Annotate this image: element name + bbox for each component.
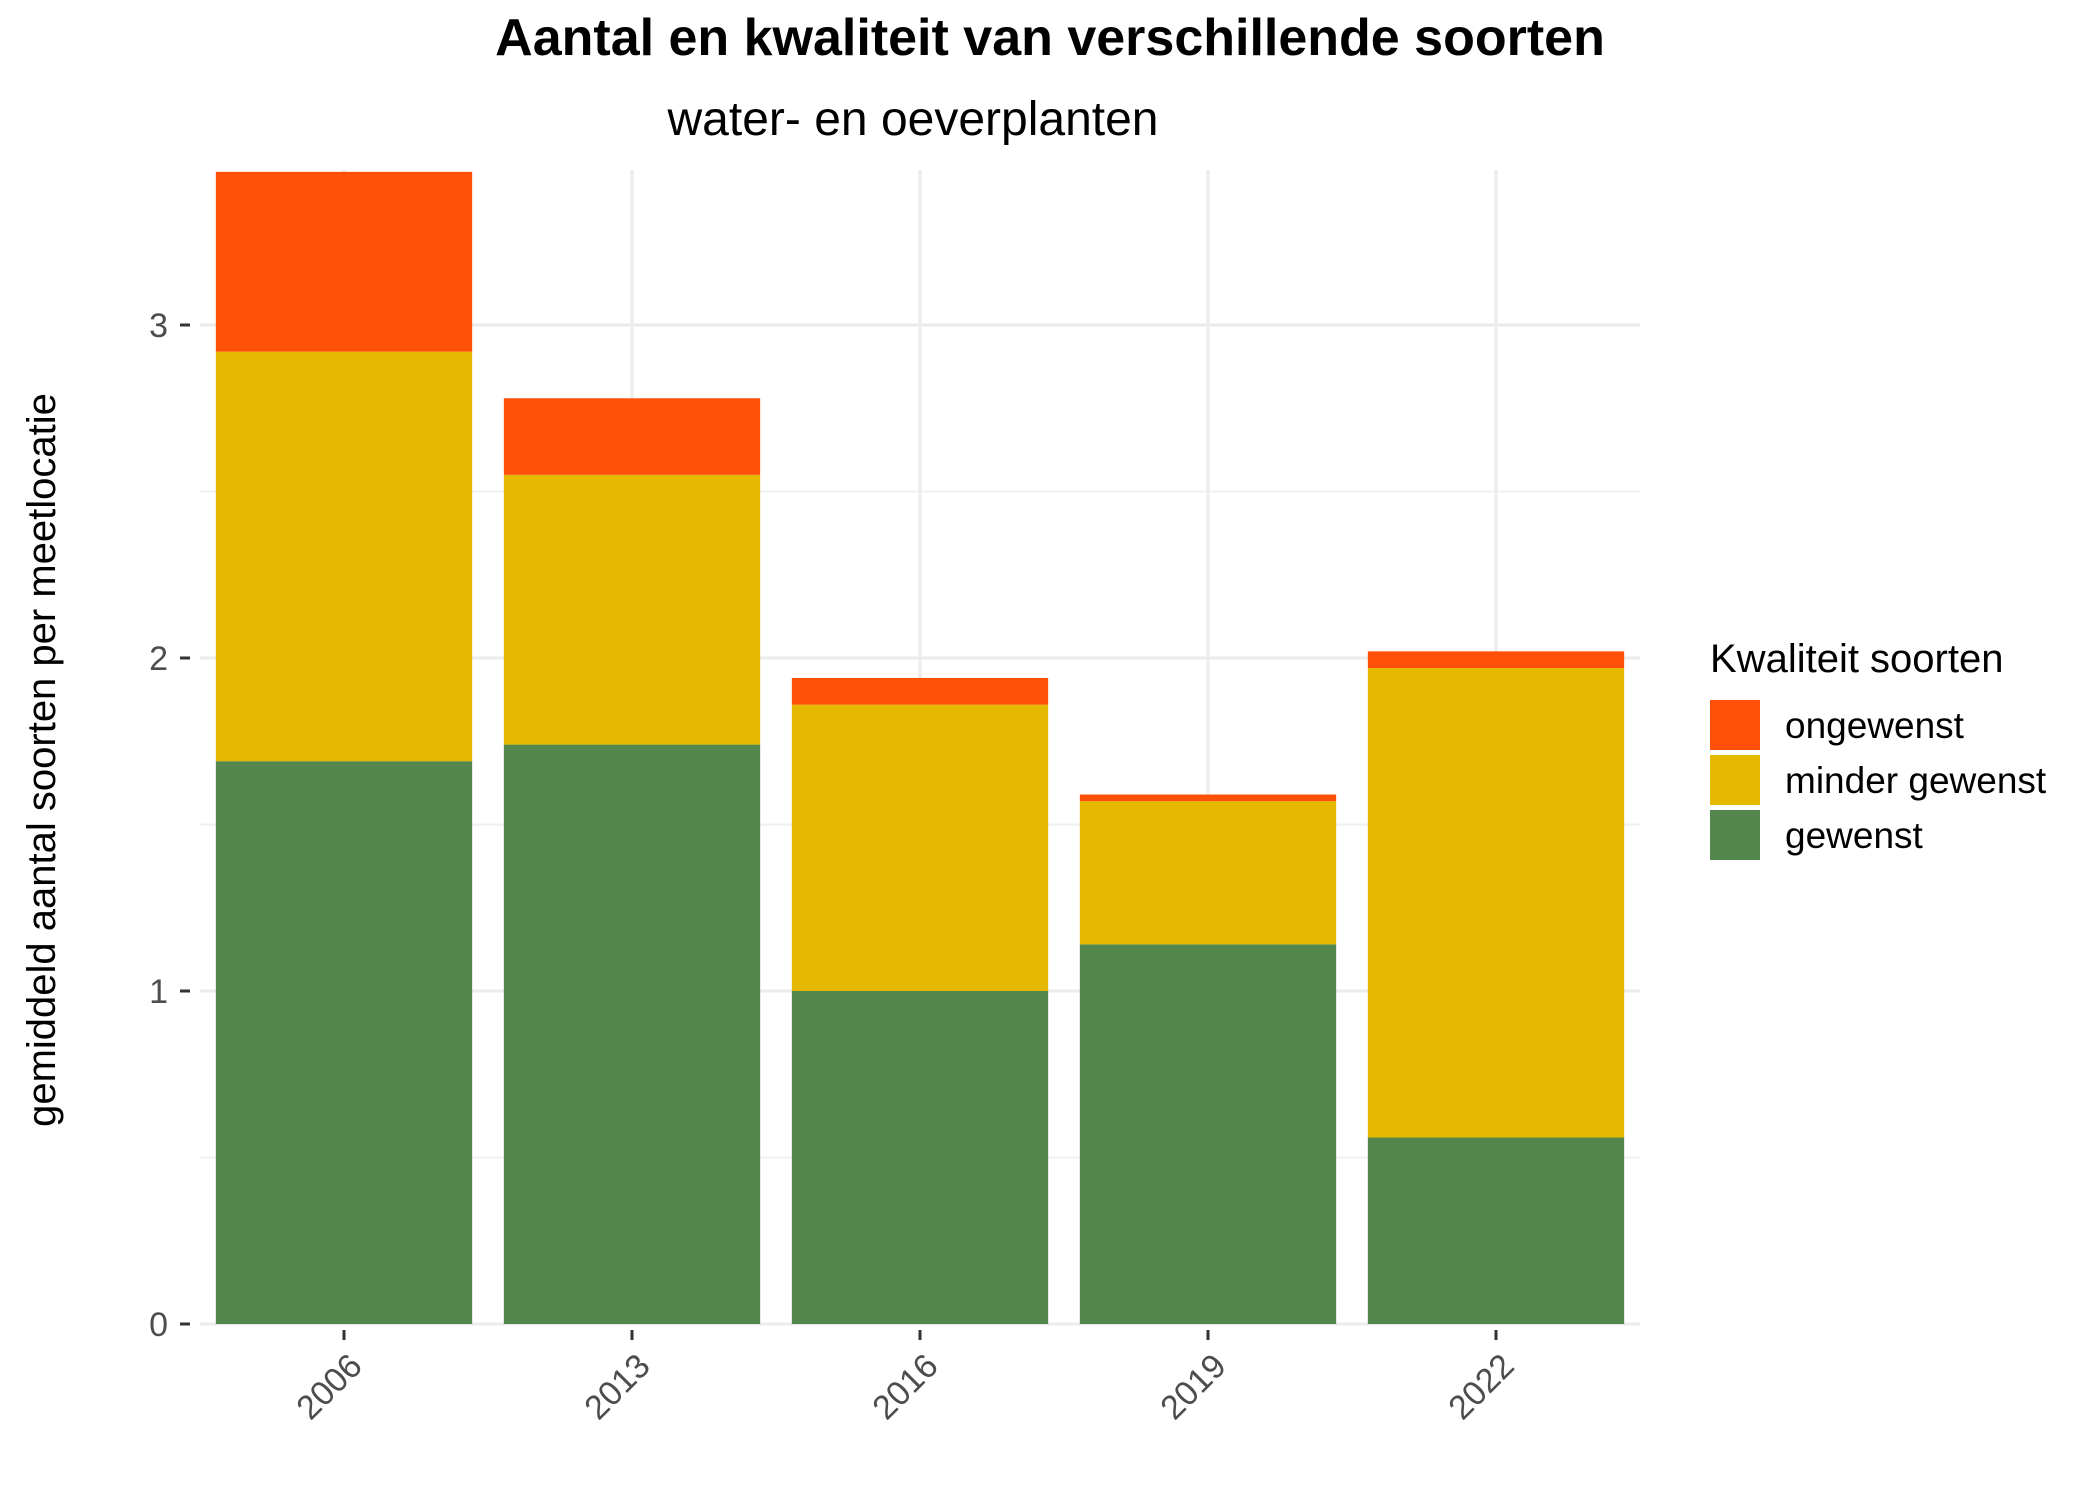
bar-ongewenst-2022 [1367, 651, 1625, 668]
bar-minder-gewenst-2006 [215, 351, 473, 762]
y-tick-label: 0 [149, 1306, 168, 1344]
y-tick-label: 2 [149, 640, 168, 678]
bar-ongewenst-2019 [1079, 794, 1337, 802]
y-tick-label: 1 [149, 973, 168, 1011]
legend-label: minder gewenst [1785, 760, 2047, 801]
bar-ongewenst-2016 [791, 677, 1049, 705]
bar-gewenst-2022 [1367, 1137, 1625, 1324]
bar-minder-gewenst-2022 [1367, 667, 1625, 1138]
x-tick-label: 2006 [289, 1347, 369, 1427]
x-axis: 2006 2013 2016 2019 2022 [289, 1330, 1522, 1427]
legend: Kwaliteit soorten ongewenst minder gewens… [1710, 637, 2047, 860]
legend-label: gewenst [1785, 815, 1924, 856]
x-tick-label: 2013 [577, 1347, 657, 1427]
bar-minder-gewenst-2016 [791, 704, 1049, 991]
y-axis: 0 1 2 3 [149, 307, 190, 1344]
bar-minder-gewenst-2013 [503, 474, 761, 745]
bars [215, 171, 1625, 1324]
legend-title: Kwaliteit soorten [1710, 637, 2003, 681]
bar-ongewenst-2013 [503, 398, 761, 475]
legend-swatch-ongewenst [1710, 700, 1760, 750]
chart-title: Aantal en kwaliteit van verschillende so… [495, 9, 1605, 67]
legend-swatch-gewenst [1710, 810, 1760, 860]
y-tick-label: 3 [149, 307, 168, 345]
chart-subtitle: water- en oeverplanten [667, 93, 1159, 146]
bar-gewenst-2019 [1079, 944, 1337, 1324]
legend-label: ongewenst [1785, 705, 1965, 746]
y-axis-title: gemiddeld aantal soorten per meetlocatie [20, 393, 64, 1127]
bar-gewenst-2016 [791, 991, 1049, 1324]
x-tick-label: 2019 [1153, 1347, 1233, 1427]
x-tick-label: 2022 [1441, 1347, 1521, 1427]
bar-minder-gewenst-2019 [1079, 801, 1337, 945]
bar-ongewenst-2006 [215, 171, 473, 352]
bar-gewenst-2006 [215, 761, 473, 1324]
legend-swatch-minder-gewenst [1710, 755, 1760, 805]
bar-gewenst-2013 [503, 744, 761, 1324]
x-tick-label: 2016 [865, 1347, 945, 1427]
